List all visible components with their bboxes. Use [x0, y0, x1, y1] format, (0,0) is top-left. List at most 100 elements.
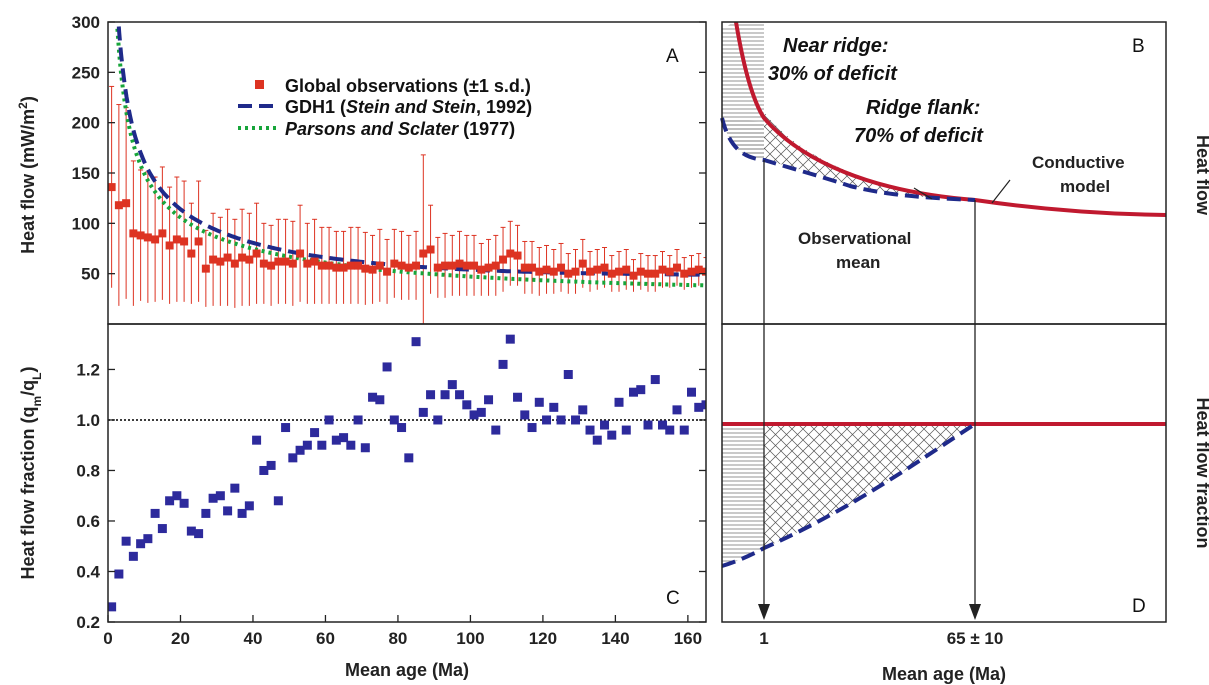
fraction-point	[397, 423, 407, 433]
panel-b-ylabel: Heat flow	[1193, 135, 1209, 216]
panel-c-ytick-label: 1.0	[76, 411, 100, 430]
fraction-point	[266, 460, 276, 470]
observation-point	[673, 263, 682, 272]
observation-point	[615, 267, 624, 276]
observation-point	[622, 265, 631, 274]
fraction-point	[455, 390, 465, 400]
arrow-age-65-head	[969, 604, 981, 620]
observation-point	[209, 255, 218, 264]
fraction-point	[215, 491, 225, 501]
panel-c-xtick-label: 160	[674, 629, 702, 648]
fraction-point	[491, 425, 501, 435]
observation-point	[542, 265, 551, 274]
fraction-point	[108, 602, 117, 612]
annotation-ridge-flank-2: 70% of deficit	[854, 125, 984, 147]
panel-a-ytick-label: 100	[72, 214, 100, 233]
observation-point	[143, 233, 152, 242]
fraction-point	[694, 402, 704, 412]
fraction-point	[172, 491, 182, 501]
observation-point	[513, 251, 522, 260]
observation-point	[317, 261, 326, 270]
observation-point	[288, 259, 297, 268]
fraction-point	[230, 483, 240, 493]
observation-point	[216, 257, 225, 266]
observation-point	[390, 259, 399, 268]
fraction-point	[629, 387, 639, 397]
near-ridge-fraction-area	[722, 424, 764, 566]
observation-point	[346, 261, 355, 270]
fraction-point	[614, 397, 624, 407]
panel-c-ytick-label: 0.2	[76, 613, 100, 632]
fraction-point	[484, 395, 494, 405]
observation-point	[274, 257, 283, 266]
fraction-point	[447, 380, 457, 390]
observation-point	[180, 237, 189, 246]
fraction-point	[136, 539, 146, 549]
fraction-point	[353, 415, 363, 425]
fraction-point	[426, 390, 436, 400]
observation-point	[339, 263, 348, 272]
error-bar	[703, 257, 706, 286]
observation-point	[549, 267, 558, 276]
panel-c-xlabel: Mean age (Ma)	[345, 660, 469, 680]
observation-point	[187, 249, 196, 258]
fraction-point	[476, 407, 486, 417]
annotation-near-ridge-2: 30% of deficit	[768, 63, 898, 85]
fraction-point	[643, 420, 653, 430]
fraction-point	[578, 405, 588, 415]
legend-entry-gdh1: GDH1 (Stein and Stein, 1992)	[285, 97, 532, 117]
observation-point	[281, 257, 290, 266]
observation-point	[578, 259, 587, 268]
fraction-point	[701, 400, 706, 410]
panel-c-label: C	[666, 588, 680, 609]
fraction-point	[404, 453, 414, 463]
fraction-point	[687, 387, 697, 397]
fraction-point	[317, 440, 327, 450]
fraction-point	[201, 508, 211, 518]
panel-c-xtick-label: 0	[103, 629, 112, 648]
fraction-point	[418, 407, 428, 417]
observation-point	[571, 267, 580, 276]
fraction-point	[527, 423, 537, 433]
fraction-point	[375, 395, 385, 405]
observation-point	[375, 261, 384, 270]
fraction-point	[259, 465, 269, 475]
observation-point	[404, 263, 413, 272]
panel-d-xtick-65: 65 ± 10	[947, 629, 1004, 648]
panel-c-ytick-label: 0.8	[76, 461, 100, 480]
observation-point	[702, 267, 706, 276]
panel-c-xtick-label: 40	[244, 629, 263, 648]
gdh1-curve	[116, 22, 705, 277]
panel-d-xlabel: Mean age (Ma)	[882, 664, 1006, 684]
fraction-point	[143, 534, 153, 544]
observation-point	[383, 267, 392, 276]
panel-c-ytick-label: 1.2	[76, 360, 100, 379]
observation-point	[470, 261, 479, 270]
panel-a-ytick-label: 300	[72, 13, 100, 32]
observation-point	[528, 263, 537, 272]
fraction-point	[237, 508, 247, 518]
fraction-point	[658, 420, 668, 430]
observation-point	[165, 241, 174, 250]
observation-point	[252, 249, 261, 258]
panel-c-xtick-label: 80	[388, 629, 407, 648]
fraction-point	[114, 569, 124, 579]
annotation-conductive-2: model	[1060, 177, 1110, 196]
fraction-point	[389, 415, 399, 425]
fraction-point	[128, 551, 138, 561]
observational-leader	[913, 187, 933, 200]
fraction-point	[346, 440, 356, 450]
panel-b-label: B	[1132, 36, 1145, 57]
observation-point	[108, 183, 116, 192]
observation-point	[332, 263, 341, 272]
fraction-point	[498, 359, 508, 369]
observation-point	[412, 261, 421, 270]
fraction-point	[310, 428, 320, 438]
fraction-point	[600, 420, 610, 430]
panel-a-ytick-label: 150	[72, 164, 100, 183]
panel-d-ylabel: Heat flow fraction	[1193, 397, 1209, 548]
fraction-point	[302, 440, 312, 450]
annotation-conductive-1: Conductive	[1032, 153, 1125, 172]
fraction-point	[288, 453, 298, 463]
arrow-age-1-head	[758, 604, 770, 620]
